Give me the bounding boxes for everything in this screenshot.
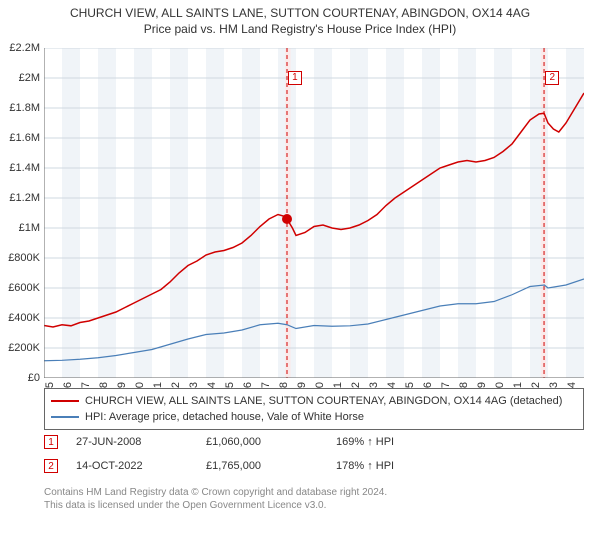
y-tick-label: £800K xyxy=(8,252,40,264)
footer-line1: Contains HM Land Registry data © Crown c… xyxy=(44,486,387,499)
marker-date-2: 14-OCT-2022 xyxy=(76,460,206,472)
y-tick-label: £0 xyxy=(28,372,40,384)
title-block: CHURCH VIEW, ALL SAINTS LANE, SUTTON COU… xyxy=(0,0,600,36)
legend-row-hpi: HPI: Average price, detached house, Vale… xyxy=(51,409,577,425)
y-tick-label: £1.6M xyxy=(9,132,40,144)
marker-badge-1-num: 1 xyxy=(48,437,54,448)
y-tick-label: £400K xyxy=(8,312,40,324)
legend-row-property: CHURCH VIEW, ALL SAINTS LANE, SUTTON COU… xyxy=(51,393,577,409)
title-address: CHURCH VIEW, ALL SAINTS LANE, SUTTON COU… xyxy=(0,6,600,20)
title-subtitle: Price paid vs. HM Land Registry's House … xyxy=(0,22,600,36)
chart-marker-badge: 2 xyxy=(545,71,559,85)
legend-label-hpi: HPI: Average price, detached house, Vale… xyxy=(85,411,364,423)
marker-date-1: 27-JUN-2008 xyxy=(76,436,206,448)
y-tick-label: £1.2M xyxy=(9,192,40,204)
y-tick-label: £1.8M xyxy=(9,102,40,114)
chart-marker-badge: 1 xyxy=(288,71,302,85)
footer-note: Contains HM Land Registry data © Crown c… xyxy=(44,486,387,512)
marker-price-1: £1,060,000 xyxy=(206,436,336,448)
marker-row-1: 1 27-JUN-2008 £1,060,000 169% ↑ HPI xyxy=(44,430,446,454)
legend-label-property: CHURCH VIEW, ALL SAINTS LANE, SUTTON COU… xyxy=(85,395,562,407)
y-tick-label: £2M xyxy=(19,72,40,84)
y-tick-label: £200K xyxy=(8,342,40,354)
marker-row-2: 2 14-OCT-2022 £1,765,000 178% ↑ HPI xyxy=(44,454,446,478)
marker-badge-2-num: 2 xyxy=(48,461,54,472)
footer-line2: This data is licensed under the Open Gov… xyxy=(44,499,387,512)
chart-area: £0£200K£400K£600K£800K£1M£1.2M£1.4M£1.6M… xyxy=(44,48,584,378)
legend-swatch-property xyxy=(51,400,79,402)
page-container: CHURCH VIEW, ALL SAINTS LANE, SUTTON COU… xyxy=(0,0,600,560)
marker-badge-2: 2 xyxy=(44,459,58,473)
legend-box: CHURCH VIEW, ALL SAINTS LANE, SUTTON COU… xyxy=(44,388,584,430)
marker-badge-1: 1 xyxy=(44,435,58,449)
y-tick-label: £600K xyxy=(8,282,40,294)
marker-hpi-2: 178% ↑ HPI xyxy=(336,460,446,472)
y-tick-label: £1M xyxy=(19,222,40,234)
y-tick-label: £2.2M xyxy=(9,42,40,54)
legend-swatch-hpi xyxy=(51,416,79,418)
marker-price-2: £1,765,000 xyxy=(206,460,336,472)
marker-hpi-1: 169% ↑ HPI xyxy=(336,436,446,448)
marker-table: 1 27-JUN-2008 £1,060,000 169% ↑ HPI 2 14… xyxy=(44,430,446,478)
y-tick-label: £1.4M xyxy=(9,162,40,174)
line-chart xyxy=(44,48,584,378)
